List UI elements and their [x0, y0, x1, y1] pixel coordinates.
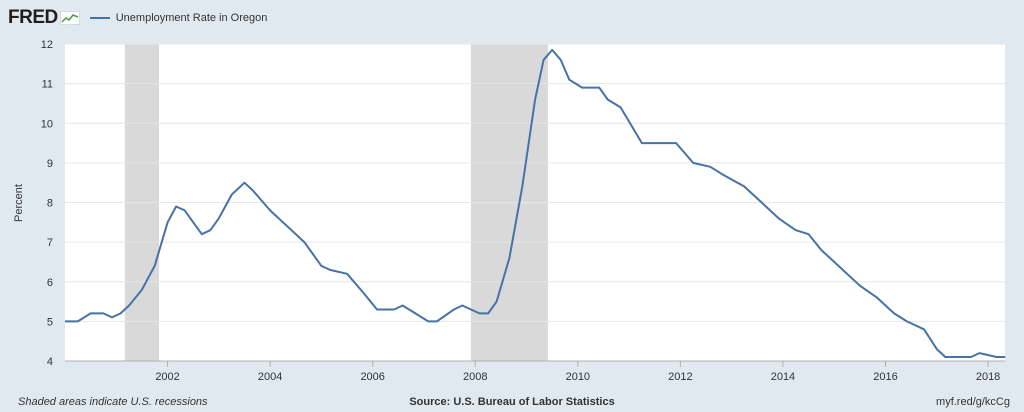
y-tick-label-12: 12 — [41, 39, 53, 51]
fred-sparkline-icon — [59, 11, 80, 25]
short-link[interactable]: myf.red/g/kcCg — [936, 396, 1010, 408]
y-axis-ticks: 4 5 6 7 8 9 10 11 12 — [41, 39, 53, 368]
x-axis-ticks: 2002 2004 2006 2008 2010 2012 2014 2016 2018 — [155, 361, 1000, 383]
y-tick-label-6: 6 — [47, 277, 53, 289]
x-tick-label-2018: 2018 — [976, 371, 1000, 383]
y-tick-label-9: 9 — [47, 158, 53, 170]
fred-logo[interactable]: FRED — [8, 7, 58, 28]
x-tick-label-2010: 2010 — [566, 371, 590, 383]
legend: Unemployment Rate in Oregon — [89, 12, 268, 24]
y-tick-label-11: 11 — [42, 79, 53, 91]
recession-note: Shaded areas indicate U.S. recessions — [18, 396, 208, 408]
legend-label[interactable]: Unemployment Rate in Oregon — [115, 12, 268, 24]
y-axis-title: Percent — [13, 184, 25, 222]
chart-header: FRED Unemployment Rate in Oregon — [8, 6, 267, 30]
y-tick-label-5: 5 — [47, 316, 53, 328]
x-tick-label-2008: 2008 — [463, 371, 487, 383]
series-line[interactable] — [65, 48, 1006, 358]
x-tick-label-2012: 2012 — [668, 371, 692, 383]
y-tick-label-7: 7 — [47, 237, 53, 249]
legend-swatch — [89, 17, 110, 19]
source-text: Source: U.S. Bureau of Labor Statistics — [409, 396, 615, 408]
x-tick-label-2014: 2014 — [771, 371, 795, 383]
y-tick-label-10: 10 — [41, 118, 53, 130]
y-tick-label-8: 8 — [47, 198, 53, 210]
x-tick-label-2006: 2006 — [360, 371, 384, 383]
x-tick-label-2002: 2002 — [155, 371, 179, 383]
x-tick-label-2004: 2004 — [258, 371, 282, 383]
y-tick-label-4: 4 — [47, 356, 53, 368]
gridlines — [65, 43, 1005, 362]
x-tick-label-2016: 2016 — [873, 371, 897, 383]
